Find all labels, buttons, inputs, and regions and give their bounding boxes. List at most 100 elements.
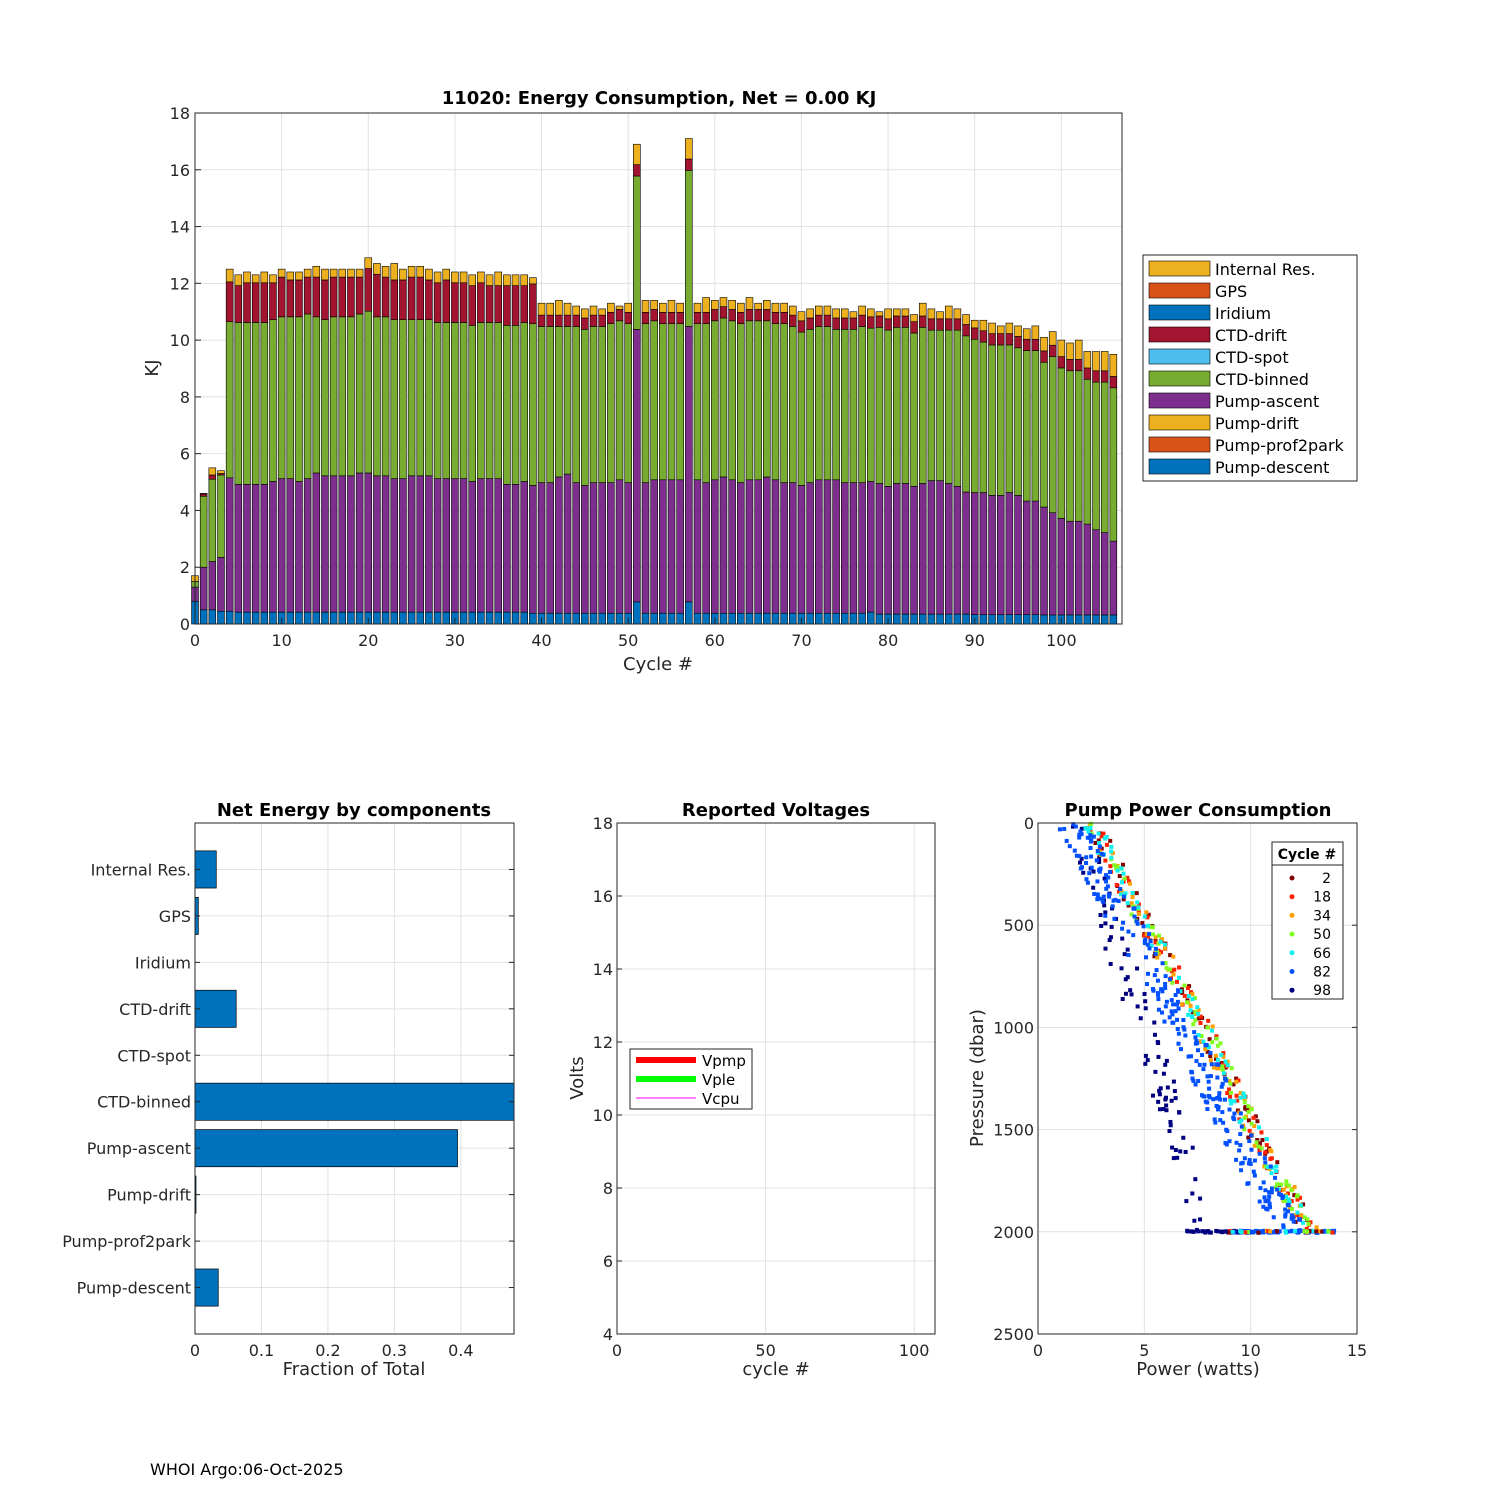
pump-scatter-point (1214, 1034, 1219, 1039)
energy-bar-segment (390, 263, 399, 281)
pump-scatter-point (1140, 921, 1145, 926)
energy-bar-segment (199, 493, 208, 497)
energy-bar-segment (737, 482, 745, 614)
energy-bar-segment (875, 327, 884, 484)
pump-scatter-point (1225, 1063, 1230, 1068)
pump-scatter-point (1289, 1188, 1294, 1193)
pump-scatter-point (1330, 1230, 1335, 1235)
energy-bar-segment (312, 611, 321, 625)
energy-bar-segment (208, 609, 217, 625)
energy-bar-segment (858, 314, 866, 327)
pump-scatter-point (1119, 889, 1124, 894)
energy-bar-segment (780, 323, 788, 483)
energy-bar-segment (789, 612, 797, 625)
energy-bar-segment (260, 322, 269, 485)
energy-bar-segment (494, 478, 502, 613)
energy-bar-segment (243, 484, 251, 613)
energy-bar-segment (1066, 342, 1074, 360)
energy-bar-segment (901, 483, 910, 615)
pump-scatter-point (1212, 1065, 1217, 1070)
pump-ytick-label: 500 (1003, 916, 1034, 935)
energy-xtick-label: 0 (190, 631, 200, 650)
pump-scatter-point (1145, 915, 1150, 920)
energy-bar-segment (208, 474, 217, 480)
energy-bar-segment (702, 311, 710, 324)
pump-scatter-point (1143, 1061, 1148, 1066)
pump-scatter-point (1246, 1118, 1251, 1123)
pump-scatter-point (1282, 1198, 1287, 1203)
pump-scatter-point (1095, 892, 1100, 897)
energy-bar-segment (589, 305, 598, 316)
energy-bar-segment (303, 276, 312, 315)
pump-scatter-point (1302, 1215, 1307, 1220)
pump-scatter-point (1145, 982, 1150, 987)
energy-bar-segment (555, 612, 563, 625)
pump-scatter-point (1211, 1097, 1216, 1102)
pump-scatter-point (1283, 1214, 1288, 1219)
energy-bar-segment (312, 472, 321, 613)
pump-legend-marker (1289, 950, 1295, 956)
pump-scatter-point (1229, 1101, 1234, 1106)
pump-power-ylabel: Pressure (dbar) (967, 1009, 988, 1147)
energy-bar-segment (277, 276, 286, 318)
pump-scatter-point (1201, 1067, 1206, 1072)
energy-bar-segment (269, 274, 277, 284)
pump-scatter-point (1185, 1000, 1190, 1005)
pump-scatter-point (1135, 966, 1140, 971)
pump-scatter-point (1188, 1008, 1193, 1013)
energy-bar-segment (659, 302, 667, 313)
pump-scatter-point (1167, 1129, 1172, 1134)
pump-scatter-point (1097, 859, 1102, 864)
pump-scatter-point (1129, 901, 1134, 906)
pump-scatter-point (1119, 866, 1124, 871)
energy-bar-segment (355, 268, 364, 278)
pump-scatter-point (1185, 1228, 1190, 1233)
energy-bar-segment (1031, 350, 1040, 502)
energy-bar-segment (364, 472, 373, 613)
volt-ytick-label: 4 (603, 1325, 613, 1344)
energy-bar-segment (312, 265, 321, 278)
energy-ytick-label: 10 (170, 331, 190, 350)
pump-scatter-point (1289, 1216, 1294, 1221)
energy-bar-segment (217, 470, 225, 474)
energy-bar-segment (1014, 614, 1022, 625)
energy-bar-segment (641, 323, 650, 483)
pump-scatter-point (1196, 1033, 1201, 1038)
energy-bar-segment (251, 282, 260, 323)
energy-bar-segment (199, 495, 208, 568)
pump-scatter-point (1302, 1229, 1307, 1234)
pump-scatter-point (1251, 1115, 1256, 1120)
energy-bar-segment (1074, 520, 1083, 616)
pump-scatter-point (1252, 1123, 1257, 1128)
energy-bar-segment (841, 612, 849, 625)
energy-bar-segment (494, 285, 502, 323)
energy-bar-segment (918, 613, 927, 625)
energy-bar-segment (373, 475, 381, 613)
energy-bar-segment (563, 612, 572, 625)
pump-ytick-label: 1000 (993, 1018, 1034, 1037)
pump-scatter-point (1190, 1191, 1195, 1196)
pump-scatter-point (1268, 1229, 1273, 1234)
pump-scatter-point (1181, 1025, 1186, 1030)
pump-scatter-point (1269, 1190, 1274, 1195)
energy-bar-segment (754, 612, 762, 625)
net-energy-bar (194, 1082, 515, 1121)
pump-scatter-point (1241, 1091, 1246, 1096)
pump-scatter-point (1108, 961, 1113, 966)
pump-scatter-point (1121, 871, 1126, 876)
energy-bar-segment (1014, 325, 1022, 337)
pump-scatter-point (1106, 875, 1111, 880)
pump-power-chart: Pump Power Consumption 0 5 10 15 0 500 1000 150… (967, 800, 1367, 1380)
energy-bar-segment (442, 279, 451, 323)
pump-scatter-point (1143, 999, 1148, 1004)
pump-scatter-point (1257, 1199, 1262, 1204)
volt-ytick-label: 6 (603, 1252, 613, 1271)
energy-bar-segment (563, 302, 572, 316)
pump-scatter-point (1167, 967, 1172, 972)
energy-bar-segment (295, 271, 303, 281)
pump-scatter-point (1262, 1156, 1267, 1161)
pump-scatter-point (1122, 952, 1127, 957)
pump-scatter-point (1153, 940, 1158, 945)
energy-bar-segment (685, 138, 693, 160)
energy-bar-segment (399, 611, 407, 625)
